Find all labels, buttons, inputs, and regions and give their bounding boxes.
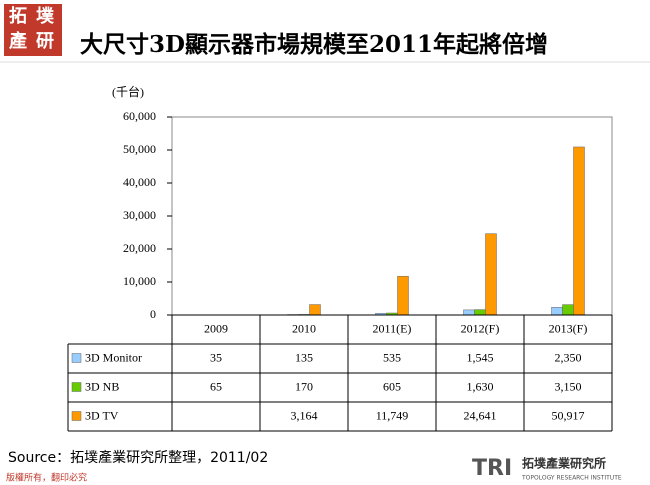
y-tick-label: 50,000 xyxy=(123,142,156,156)
table-value: 50,917 xyxy=(552,408,585,422)
copyright: 版權所有，翻印必究 xyxy=(6,472,87,484)
logo-char: 墣 xyxy=(36,6,54,27)
bar xyxy=(463,309,475,316)
table-value: 35 xyxy=(210,350,222,364)
table-value: 605 xyxy=(383,379,401,393)
bar xyxy=(474,309,486,316)
legend-label: 3D NB xyxy=(85,379,119,393)
bar xyxy=(562,304,574,316)
logo-char: 研 xyxy=(36,31,54,52)
table-value: 535 xyxy=(383,350,401,364)
y-tick-label: 60,000 xyxy=(123,109,156,123)
x-tick-label: 2011(E) xyxy=(373,321,412,335)
table-value: 65 xyxy=(210,379,222,393)
table-value: 3,150 xyxy=(555,379,582,393)
footer-logo-subtitle: TOPOLOGY RESEARCH INSTITUTE xyxy=(521,475,622,482)
table-value: 24,641 xyxy=(464,408,497,422)
table-value: 11,749 xyxy=(376,408,409,422)
y-tick-label: 40,000 xyxy=(123,175,156,189)
y-tick-label: 10,000 xyxy=(123,274,156,288)
legend-swatch xyxy=(71,382,82,392)
x-tick-label: 2010 xyxy=(292,321,316,335)
bar xyxy=(551,306,563,316)
legend-swatch xyxy=(71,353,82,363)
table-value: 2,350 xyxy=(555,350,582,364)
logo-box xyxy=(4,4,62,56)
bar xyxy=(397,275,409,316)
table-value: 3,164 xyxy=(291,408,318,422)
legend-label: 3D Monitor xyxy=(85,350,142,364)
y-tick-label: 30,000 xyxy=(123,208,156,222)
legend-label: 3D TV xyxy=(85,408,119,422)
footer-logo-name: 拓墣產業研究所 xyxy=(522,456,606,471)
table-value: 1,545 xyxy=(467,350,494,364)
legend-swatch xyxy=(71,411,82,421)
y-tick-label: 0 xyxy=(150,307,156,321)
y-tick-label: 20,000 xyxy=(123,241,156,255)
bar xyxy=(309,304,321,316)
logo-char: 產 xyxy=(9,30,27,52)
table-value: 135 xyxy=(295,350,313,364)
logo-char: 拓 xyxy=(9,5,27,27)
table-value: 170 xyxy=(295,379,313,393)
table-value: 1,630 xyxy=(467,379,494,393)
footer-logo-mark: TRI xyxy=(472,456,512,481)
slide-title: 大尺寸3D顯示器市場規模至2011年起將倍增 xyxy=(80,31,548,58)
x-tick-label: 2012(F) xyxy=(461,321,500,335)
source-note: Source：拓墣產業研究所整理，2011/02 xyxy=(8,449,268,466)
x-tick-label: 2013(F) xyxy=(549,321,588,335)
x-tick-label: 2009 xyxy=(204,321,228,335)
bar xyxy=(573,146,585,316)
bar xyxy=(485,233,497,316)
y-axis-unit: (千台) xyxy=(112,84,144,99)
